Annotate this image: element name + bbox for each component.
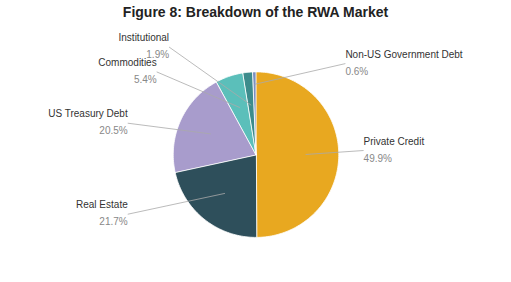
svg-text:Institutional: Institutional xyxy=(119,32,170,43)
svg-text:5.4%: 5.4% xyxy=(134,74,157,85)
svg-text:21.7%: 21.7% xyxy=(99,216,127,227)
svg-text:0.6%: 0.6% xyxy=(345,66,368,77)
svg-text:20.5%: 20.5% xyxy=(99,125,127,136)
svg-text:US Treasury Debt: US Treasury Debt xyxy=(48,108,128,119)
html-text:Figure 8: Breakdown of the RWA: Figure 8: Breakdown of the RWA Market xyxy=(122,4,389,20)
svg-text:Private Credit: Private Credit xyxy=(364,136,425,147)
svg-text:Non-US Government Debt: Non-US Government Debt xyxy=(345,49,462,60)
svg-text:Commodities: Commodities xyxy=(98,57,157,69)
svg-text:49.9%: 49.9% xyxy=(364,153,392,164)
svg-text:1.9%: 1.9% xyxy=(146,49,169,60)
svg-text:Real Estate: Real Estate xyxy=(76,199,128,210)
